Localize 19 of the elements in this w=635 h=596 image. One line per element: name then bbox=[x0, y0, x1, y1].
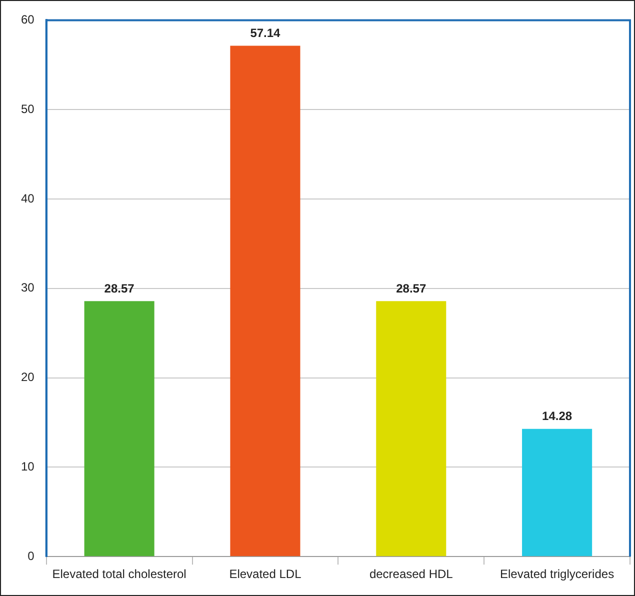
y-tick-label: 0 bbox=[28, 548, 35, 563]
x-tick-label: Elevated LDL bbox=[229, 567, 302, 582]
y-tick-label: 60 bbox=[20, 12, 35, 27]
y-tick-label: 30 bbox=[20, 280, 35, 295]
bar bbox=[522, 428, 592, 556]
data-label: 28.57 bbox=[104, 281, 135, 296]
y-tick-label: 50 bbox=[20, 102, 35, 116]
y-tick-label: 40 bbox=[20, 191, 35, 206]
data-label: 14.28 bbox=[542, 409, 572, 424]
data-label: 57.14 bbox=[250, 26, 281, 40]
x-tick-label: Elevated triglycerides bbox=[500, 567, 614, 582]
y-tick-label: 10 bbox=[20, 460, 35, 474]
bar bbox=[376, 301, 446, 556]
x-tick-label: decreased HDL bbox=[369, 567, 454, 582]
x-tick-label: Elevated total cholesterol bbox=[52, 567, 186, 582]
bar bbox=[84, 301, 154, 556]
data-label: 28.57 bbox=[396, 281, 426, 296]
bar bbox=[230, 46, 300, 556]
y-tick-label: 20 bbox=[20, 370, 35, 384]
